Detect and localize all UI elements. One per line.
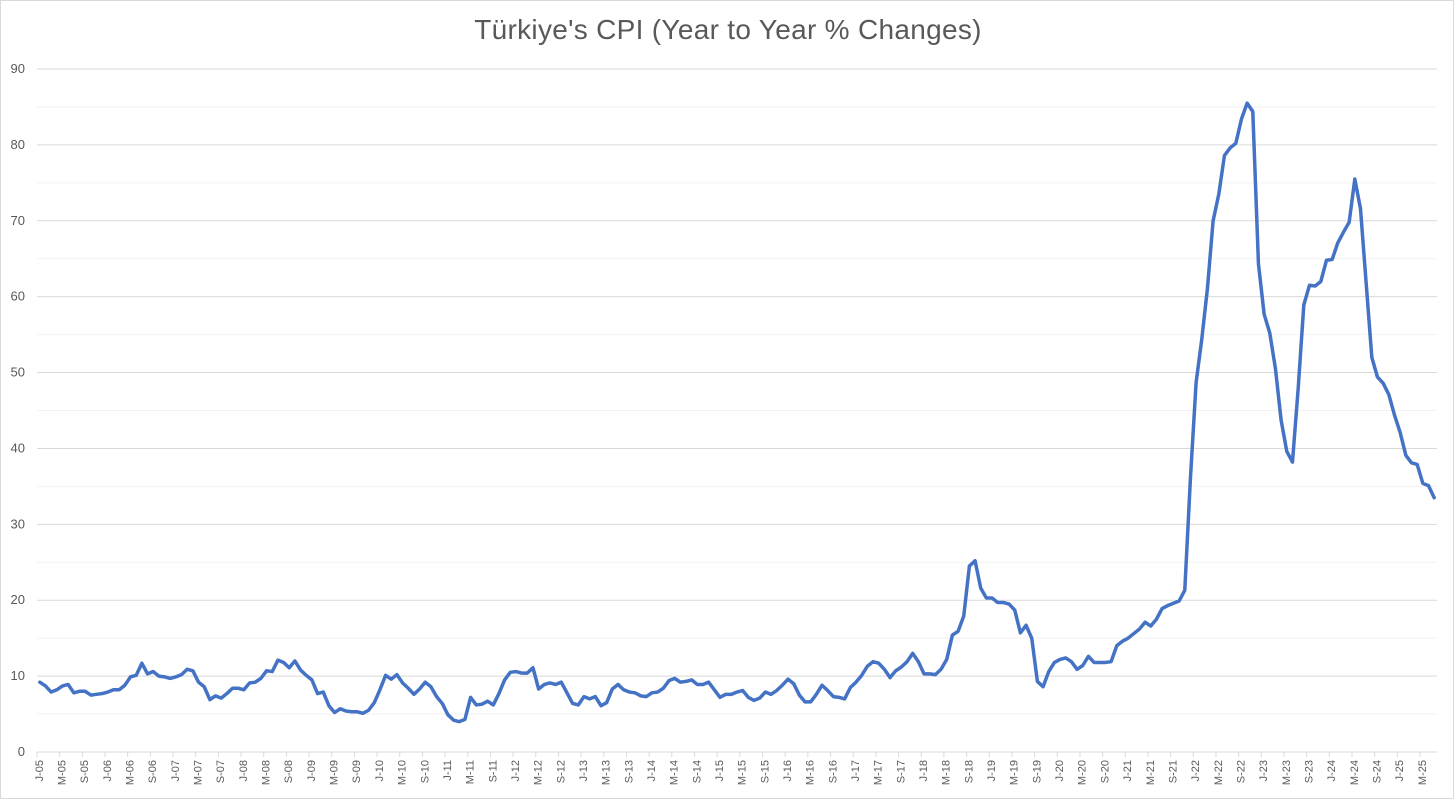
series-group <box>38 101 1436 724</box>
x-tick-label: M-16 <box>805 760 817 785</box>
x-tick-label: M-06 <box>125 760 137 785</box>
x-tick-label: S-08 <box>283 760 295 783</box>
x-tick-label: J-11 <box>442 760 454 781</box>
x-tick-label: M-07 <box>193 760 205 785</box>
x-tick-label: M-08 <box>261 760 273 785</box>
x-tick-label: M-05 <box>57 760 69 785</box>
x-tick-label: J-07 <box>170 760 182 781</box>
x-tick-label: M-14 <box>669 760 681 785</box>
x-tick-label: M-25 <box>1417 760 1429 785</box>
x-tick-label: M-11 <box>465 760 477 784</box>
x-tick-label: M-19 <box>1009 760 1021 785</box>
x-tick-label: M-12 <box>533 760 545 785</box>
x-tick-label: S-14 <box>691 760 703 783</box>
x-tick-label: M-15 <box>737 760 749 785</box>
cpi-series-line <box>38 101 1436 724</box>
x-tick-label: J-19 <box>986 760 998 781</box>
x-tick-label: S-13 <box>623 760 635 783</box>
x-tick-label: S-24 <box>1371 760 1383 783</box>
x-tick-label: M-13 <box>601 760 613 785</box>
x-tick-label: S-18 <box>963 760 975 783</box>
x-tick-label: J-21 <box>1122 760 1134 781</box>
x-tick-label: S-07 <box>215 760 227 783</box>
x-tick-label: M-21 <box>1145 760 1157 785</box>
x-tick-label: M-17 <box>873 760 885 785</box>
x-tick-label: S-16 <box>827 760 839 783</box>
y-tick-label: 60 <box>11 289 25 304</box>
x-tick-label: J-05 <box>34 760 46 781</box>
x-tick-label: J-08 <box>238 760 250 781</box>
y-tick-label: 90 <box>11 61 25 76</box>
x-tick-label: S-22 <box>1235 760 1247 783</box>
x-tick-label: J-14 <box>646 760 658 781</box>
y-tick-label: 10 <box>11 668 25 683</box>
y-tick-label: 70 <box>11 213 25 228</box>
x-tick-label: J-17 <box>850 760 862 781</box>
y-tick-label: 20 <box>11 592 25 607</box>
x-tick-label: M-20 <box>1077 760 1089 785</box>
y-tick-label: 80 <box>11 137 25 152</box>
y-tick-label: 40 <box>11 440 25 455</box>
x-tick-label: S-10 <box>419 760 431 783</box>
x-tick-label: S-19 <box>1031 760 1043 783</box>
x-tick-label: J-06 <box>102 760 114 781</box>
x-tick-label: S-23 <box>1303 760 1315 783</box>
x-tick-label: J-20 <box>1054 760 1066 781</box>
y-tick-label: 0 <box>18 744 25 759</box>
x-tick-label: J-24 <box>1326 760 1338 781</box>
x-tick-label: S-12 <box>555 760 567 783</box>
x-tick-label: J-22 <box>1190 760 1202 781</box>
y-tick-label: 50 <box>11 365 25 380</box>
x-tick-label: J-18 <box>918 760 930 781</box>
x-tick-label: J-23 <box>1258 760 1270 781</box>
minor-gridlines <box>37 106 1437 715</box>
x-tick-label: M-22 <box>1213 760 1225 785</box>
x-tick-label: J-13 <box>578 760 590 781</box>
x-tick-label: M-24 <box>1349 760 1361 785</box>
major-gridlines <box>37 68 1437 677</box>
x-tick-label: J-12 <box>510 760 522 781</box>
x-tick-label: J-10 <box>374 760 386 781</box>
chart-title: Türkiye's CPI (Year to Year % Changes) <box>474 14 982 45</box>
y-axis: 0 10 20 30 40 50 60 70 80 90 <box>11 61 25 759</box>
x-tick-label: S-11 <box>487 760 499 782</box>
x-tick-label: S-17 <box>895 760 907 783</box>
y-tick-label: 30 <box>11 516 25 531</box>
x-tick-label: M-23 <box>1281 760 1293 785</box>
x-tick-label: M-18 <box>941 760 953 785</box>
x-tick-label: S-15 <box>759 760 771 783</box>
x-tick-label: J-25 <box>1394 760 1406 781</box>
x-tick-label: J-16 <box>782 760 794 781</box>
x-tick-label: M-09 <box>329 760 341 785</box>
x-tick-label: J-15 <box>714 760 726 781</box>
x-axis: J-05 M-05 S-05 J-06 M-06 S-06 J-07 M-07 S-07 J-08… <box>34 751 1437 785</box>
x-tick-label: S-06 <box>147 760 159 783</box>
x-tick-label: M-10 <box>397 760 409 785</box>
x-tick-label: S-09 <box>351 760 363 783</box>
x-tick-label: S-20 <box>1099 760 1111 783</box>
x-tick-label: S-21 <box>1167 760 1179 783</box>
x-tick-label: J-09 <box>306 760 318 781</box>
x-tick-label: S-05 <box>79 760 91 783</box>
